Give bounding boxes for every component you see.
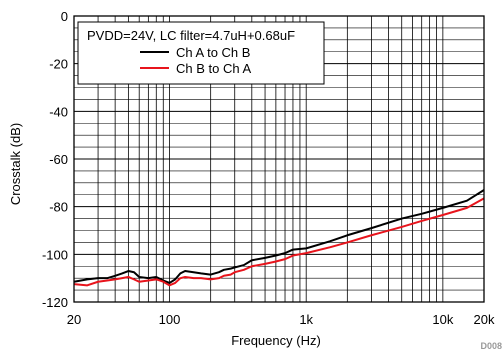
x-tick-label: 20k [474, 312, 495, 327]
legend-box [77, 21, 325, 85]
y-tick-label: -120 [42, 295, 68, 310]
y-tick-label: -20 [49, 57, 68, 72]
legend: PVDD=24V, LC filter=4.7uH+0.68uF Ch A to… [77, 21, 325, 85]
legend-title: PVDD=24V, LC filter=4.7uH+0.68uF [87, 28, 295, 43]
series-line-ch-b-to-ch-a [73, 197, 485, 287]
x-tick-label: 100 [159, 312, 181, 327]
y-tick-label: -80 [49, 200, 68, 215]
x-tick-label: 10k [432, 312, 453, 327]
y-axis-label: Crosstalk (dB) [8, 123, 23, 205]
y-tick-label: 0 [61, 9, 68, 24]
y-tick-label: -100 [42, 247, 68, 262]
series-layer [73, 189, 485, 287]
x-axis-label: Frequency (Hz) [231, 333, 321, 348]
x-tick-labels: 20 100 1k 10k 20k [67, 312, 495, 327]
y-tick-labels: 0 -20 -40 -60 -80 -100 -120 [42, 9, 68, 310]
legend-label-ch-a-to-ch-b: Ch A to Ch B [176, 45, 250, 60]
y-tick-label: -40 [49, 104, 68, 119]
legend-label-ch-b-to-ch-a: Ch B to Ch A [176, 61, 251, 76]
y-tick-label: -60 [49, 152, 68, 167]
x-tick-label: 1k [299, 312, 313, 327]
x-tick-label: 20 [67, 312, 81, 327]
figure-id: D008 [480, 341, 502, 351]
series-line-ch-a-to-ch-b [73, 189, 485, 284]
plot-frame [73, 15, 485, 303]
